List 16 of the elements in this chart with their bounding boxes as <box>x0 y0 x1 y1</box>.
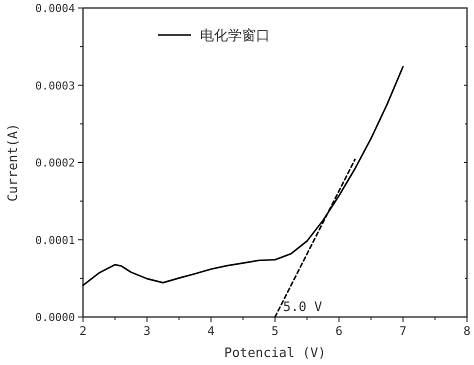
x-tick-label: 6 <box>335 324 343 338</box>
legend-label: 电化学窗口 <box>200 28 270 44</box>
y-axis-title: Current(A) <box>6 123 21 202</box>
x-tick-label: 2 <box>79 324 87 338</box>
y-tick-label: 0.0002 <box>35 156 75 170</box>
x-tick-label: 7 <box>399 324 407 338</box>
y-tick-label: 0.0001 <box>35 234 75 247</box>
x-tick-label: 4 <box>207 324 215 338</box>
y-tick-label: 0.0003 <box>35 79 75 92</box>
x-axis-title: Potencial (V) <box>224 346 326 361</box>
x-tick-label: 5 <box>271 324 279 338</box>
x-tick-label: 8 <box>463 324 471 338</box>
y-tick-label: 0.0004 <box>35 2 76 15</box>
x-tick-label: 3 <box>143 324 151 338</box>
y-tick-label: 0.0000 <box>35 311 75 324</box>
annotation: 5.0 V <box>283 300 322 315</box>
